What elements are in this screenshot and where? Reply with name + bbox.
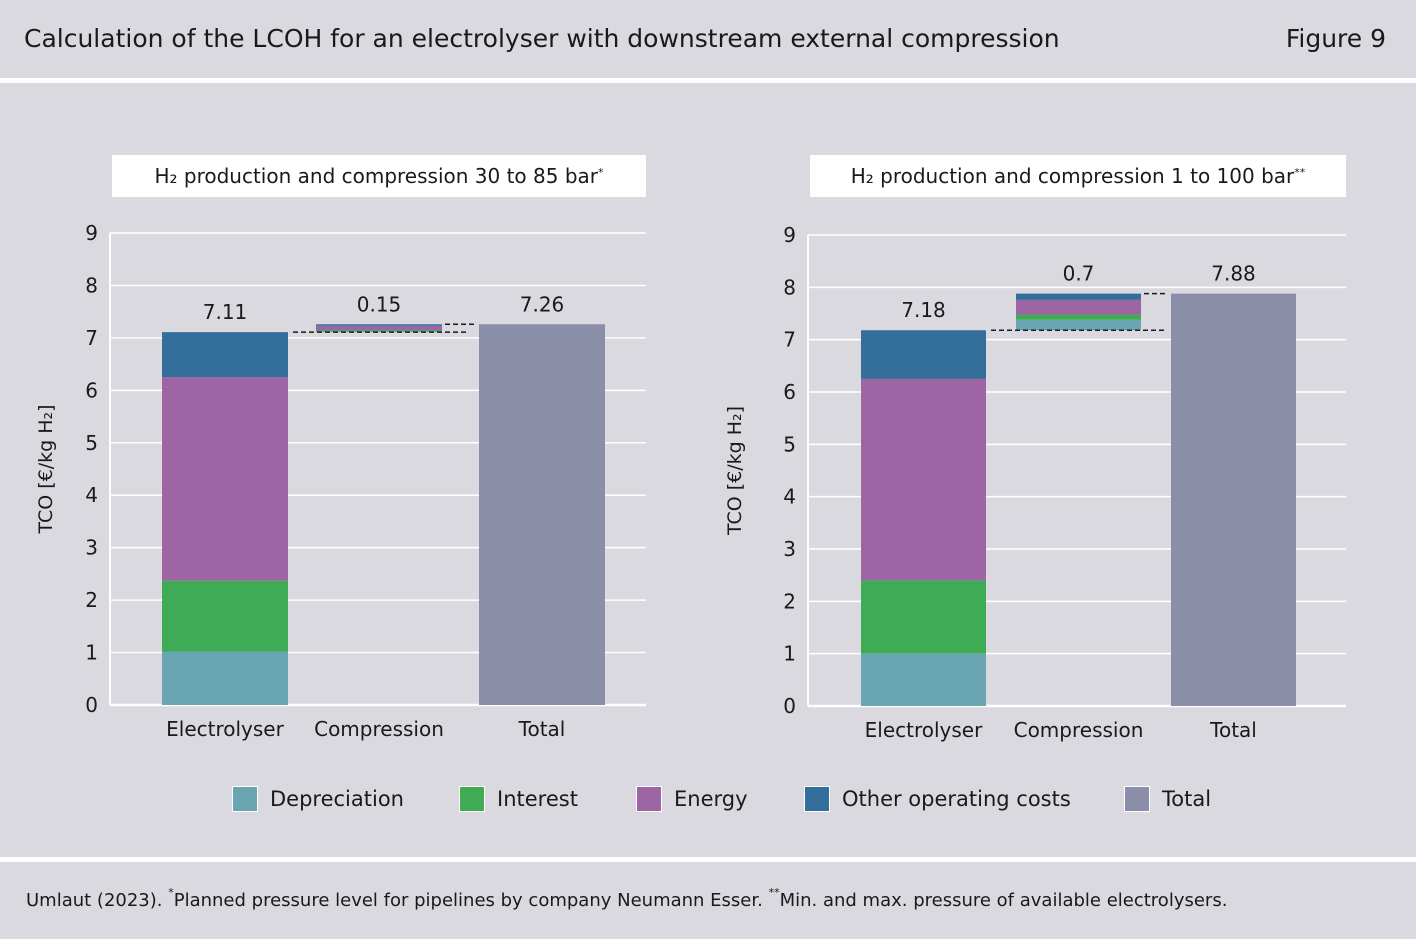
legend-swatch-other <box>804 786 830 812</box>
y-tick-label: 6 <box>783 380 796 404</box>
y-axis-label: TCO [€/kg H₂] <box>35 404 57 534</box>
y-tick-label: 5 <box>85 431 98 455</box>
y-tick-label: 2 <box>783 589 796 613</box>
footnote-mark-1: * <box>168 886 174 899</box>
bar-segment-total <box>479 324 605 705</box>
bar-segment-other <box>861 330 986 379</box>
y-tick-label: 1 <box>783 642 796 666</box>
y-tick-label: 0 <box>783 694 796 718</box>
bar-data-label: 7.88 <box>1211 262 1256 286</box>
source-note: Umlaut (2023). *Planned pressure level f… <box>26 886 1228 911</box>
y-tick-label: 5 <box>783 432 796 456</box>
legend-label-other: Other operating costs <box>842 787 1071 811</box>
footer-divider <box>0 857 1416 862</box>
bar-segment-interest <box>1016 314 1141 320</box>
right-panel-title: H₂ production and compression 1 to 100 b… <box>810 155 1346 197</box>
y-tick-label: 9 <box>85 221 98 245</box>
bar-data-label: 7.26 <box>520 292 565 316</box>
y-tick-label: 1 <box>85 641 98 665</box>
legend-item-depreciation: Depreciation <box>232 786 404 812</box>
figure-number: Figure 9 <box>1285 24 1386 53</box>
x-category-label: Electrolyser <box>166 717 284 741</box>
bar-segment-interest <box>861 580 986 654</box>
footnote-2: Min. and max. pressure of available elec… <box>779 890 1228 911</box>
bar-data-label: 0.7 <box>1063 262 1095 286</box>
x-category-label: Electrolyser <box>865 718 983 742</box>
bar-data-label: 7.11 <box>203 300 248 324</box>
bar-segment-energy <box>162 377 288 581</box>
bar-segment-depreciation <box>1016 319 1141 331</box>
left-chart: 0 1 2 3 4 5 6 7 8 9 TCO [€/kg H₂] Electrolyser 7.11 C… <box>35 221 646 741</box>
y-tick-label: 8 <box>783 275 796 299</box>
legend-swatch-energy <box>636 786 662 812</box>
figure-header: Calculation of the LCOH for an electroly… <box>0 0 1416 78</box>
footnote-1: Planned pressure level for pipelines by … <box>173 890 769 911</box>
legend-label-energy: Energy <box>674 787 748 811</box>
x-category-label: Total <box>1209 718 1257 742</box>
bar-data-label: 0.15 <box>357 292 402 316</box>
y-tick-label: 7 <box>85 326 98 350</box>
y-tick-label: 4 <box>783 485 796 509</box>
right-panel-title-text: H₂ production and compression 1 to 100 b… <box>850 164 1295 188</box>
legend-swatch-depreciation <box>232 786 258 812</box>
y-tick-label: 2 <box>85 588 98 612</box>
legend-label-total: Total <box>1162 787 1212 811</box>
legend-swatch-total <box>1124 786 1150 812</box>
bar-segment-depreciation <box>316 331 442 333</box>
legend-item-total: Total <box>1124 786 1211 812</box>
y-tick-label: 6 <box>85 378 98 402</box>
header-divider <box>0 78 1416 83</box>
x-category-label: Compression <box>314 717 444 741</box>
bar-segment-total <box>1171 293 1296 706</box>
legend-label-interest: Interest <box>497 787 578 811</box>
y-tick-label: 7 <box>783 328 796 352</box>
bar-segment-energy <box>861 378 986 581</box>
y-tick-label: 4 <box>85 483 98 507</box>
bar-segment-interest <box>316 330 442 332</box>
y-tick-label: 8 <box>85 273 98 297</box>
y-axis-label: TCO [€/kg H₂] <box>724 406 746 536</box>
right-panel-title-mark: ** <box>1294 165 1306 179</box>
legend-item-other-operating-costs: Other operating costs <box>804 786 1071 812</box>
source-text: Umlaut (2023). <box>26 890 169 911</box>
bar-segment-energy <box>1016 299 1141 315</box>
bar-segment-other <box>162 332 288 378</box>
bar-segment-other <box>1016 293 1141 300</box>
legend-item-interest: Interest <box>459 786 578 812</box>
figure-title: Calculation of the LCOH for an electroly… <box>24 24 1060 53</box>
y-tick-label: 0 <box>85 693 98 717</box>
legend-label-depreciation: Depreciation <box>270 787 404 811</box>
x-category-label: Compression <box>1014 718 1144 742</box>
bar-segment-energy <box>316 325 442 331</box>
x-category-label: Total <box>518 717 566 741</box>
y-tick-label: 3 <box>85 536 98 560</box>
left-panel-title: H₂ production and compression 30 to 85 b… <box>112 155 646 197</box>
bar-data-label: 7.18 <box>901 298 946 322</box>
left-panel-title-mark: * <box>598 165 604 179</box>
y-tick-label: 3 <box>783 537 796 561</box>
right-chart: 0 1 2 3 4 5 6 7 8 9 TCO [€/kg H₂] Electrolyser 7.18 C… <box>724 223 1346 742</box>
bar-segment-depreciation <box>162 651 288 705</box>
left-panel-title-text: H₂ production and compression 30 to 85 b… <box>154 164 599 188</box>
footnote-mark-2: ** <box>768 886 780 899</box>
legend-item-energy: Energy <box>636 786 748 812</box>
bar-segment-other <box>316 324 442 326</box>
legend-swatch-interest <box>459 786 485 812</box>
bar-segment-interest <box>162 580 288 652</box>
bar-segment-depreciation <box>861 653 986 706</box>
legend: Depreciation Interest Energy Other opera… <box>0 786 1416 816</box>
y-tick-label: 9 <box>783 223 796 247</box>
